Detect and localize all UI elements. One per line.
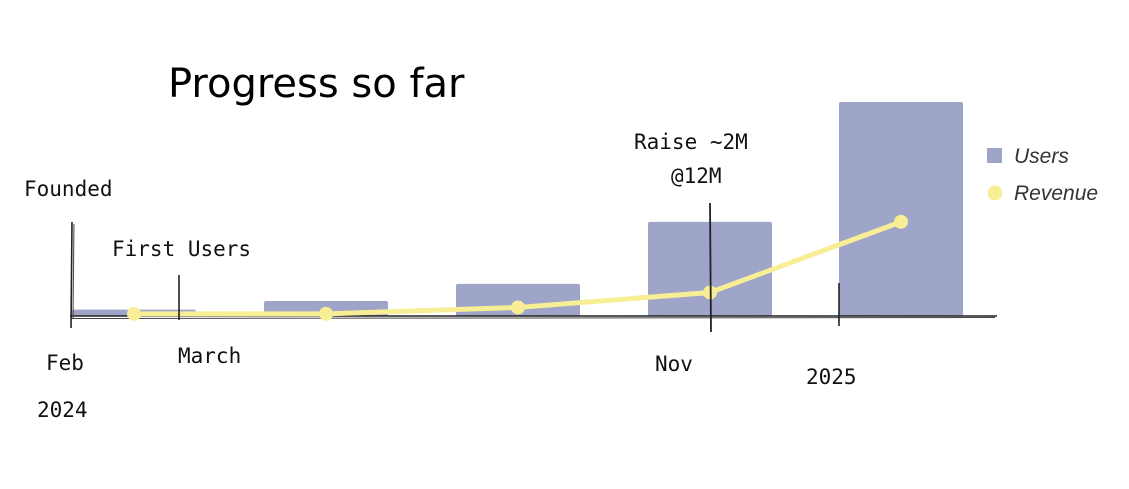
milestone-founded-marker (70, 221, 73, 329)
annotation-founded: Founded (24, 177, 113, 201)
milestone-raise-marker (709, 202, 712, 333)
revenue-series (127, 214, 908, 321)
annotation-raise-line1: Raise ~2M (634, 130, 748, 154)
legend: Users Revenue (987, 145, 1098, 205)
timeline-label-2025: 2025 (806, 365, 857, 389)
milestone-founded-marker-sketch (72, 223, 75, 319)
revenue-point-2 (319, 306, 333, 321)
users-bars (72, 102, 963, 316)
annotation-raise-line2: @12M (671, 164, 722, 188)
users-bar-5 (839, 102, 963, 316)
timeline-label-2024: 2024 (37, 398, 88, 422)
revenue-point-3 (511, 300, 525, 315)
timeline-label-nov: Nov (655, 352, 693, 376)
revenue-point-1 (127, 306, 141, 321)
timeline-label-feb: Feb (46, 351, 84, 375)
legend-revenue-swatch (987, 185, 1003, 201)
annotation-first-users: First Users (112, 237, 251, 261)
chart-title: Progress so far (168, 61, 465, 107)
x-axis-line-sketch (71, 317, 996, 319)
legend-revenue-label: Revenue (1014, 182, 1098, 205)
timeline-label-march: March (178, 344, 241, 368)
legend-users-swatch (987, 148, 1002, 163)
revenue-point-5 (894, 214, 908, 229)
legend-users-label: Users (1014, 145, 1069, 168)
